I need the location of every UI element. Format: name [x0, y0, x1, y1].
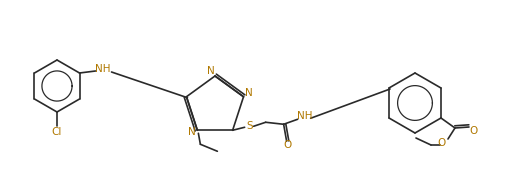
Text: NH: NH — [297, 111, 312, 121]
Text: N: N — [188, 127, 196, 137]
Text: S: S — [246, 121, 253, 131]
Text: N: N — [245, 88, 252, 98]
Text: O: O — [438, 138, 446, 148]
Text: Cl: Cl — [52, 127, 62, 137]
Text: NH: NH — [95, 64, 110, 74]
Text: N: N — [207, 66, 215, 76]
Text: O: O — [470, 126, 478, 136]
Text: O: O — [283, 140, 292, 150]
